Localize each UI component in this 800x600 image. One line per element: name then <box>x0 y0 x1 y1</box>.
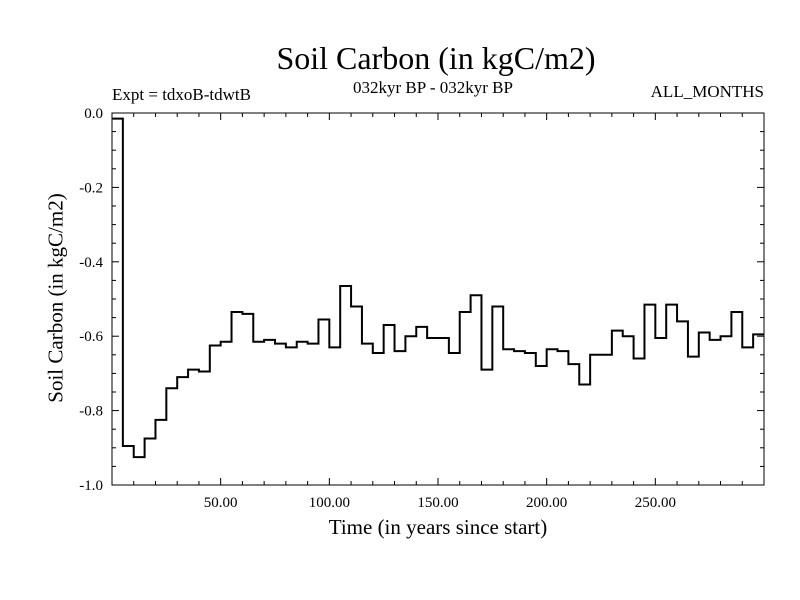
x-tick-label: 50.00 <box>204 495 238 511</box>
plot-frame <box>111 112 765 486</box>
y-tick-label: -0.2 <box>79 180 103 196</box>
y-tick-label: -0.8 <box>79 404 103 420</box>
y-tick-label: -1.0 <box>79 478 103 494</box>
y-tick-label: -0.6 <box>79 329 103 345</box>
months-label: ALL_MONTHS <box>650 82 764 101</box>
x-tick-label: 150.00 <box>417 495 458 511</box>
x-axis-label: Time (in years since start) <box>328 515 548 539</box>
x-tick-label: 250.00 <box>635 495 676 511</box>
experiment-label: Expt = tdxoB-tdwtB <box>112 85 251 104</box>
x-tick-label: 100.00 <box>309 495 350 511</box>
series-line-0 <box>112 117 764 459</box>
chart-title: Soil Carbon (in kgC/m2) <box>276 40 596 76</box>
y-tick-label: -0.4 <box>79 255 103 271</box>
y-tick-label: 0.0 <box>84 106 103 122</box>
period-label: 032kyr BP - 032kyr BP <box>353 78 513 97</box>
x-tick-label: 200.00 <box>526 495 567 511</box>
